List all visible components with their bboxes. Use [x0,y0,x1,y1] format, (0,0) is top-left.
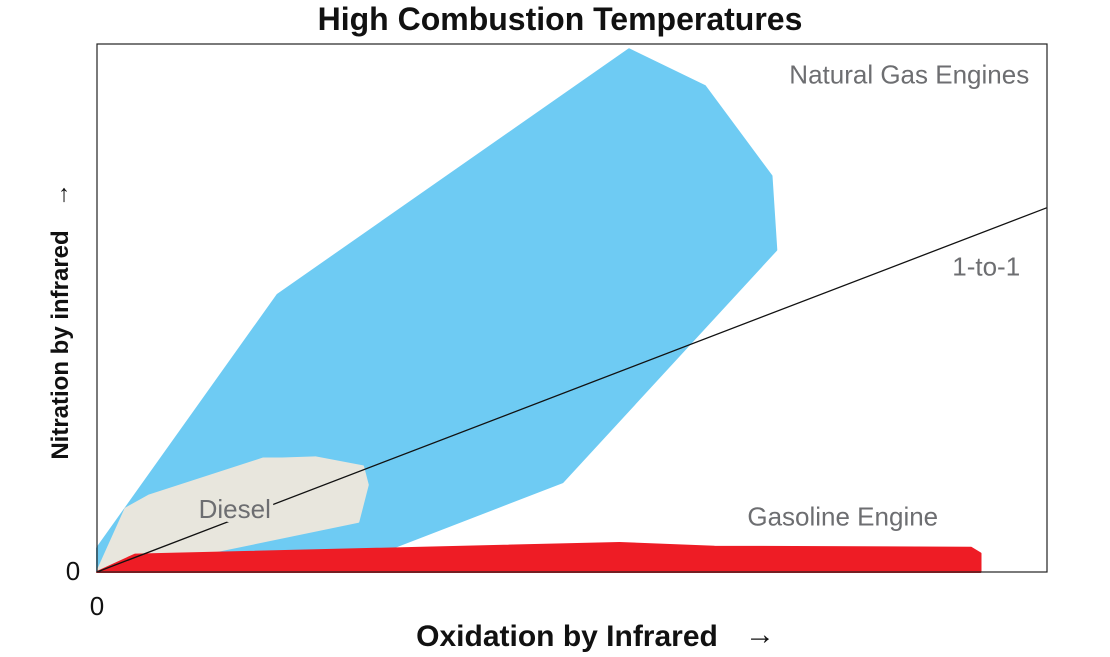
region-gasoline-engine [96,542,982,573]
region-label-halo-diesel: Diesel [199,494,271,524]
plot-frame [96,43,1048,573]
y-axis-arrow: → [47,183,74,207]
x-axis-title: Oxidation by Infrared → [416,618,775,653]
region-label-diesel: Diesel [199,494,271,524]
y-axis-label: Nitration by infrared [47,230,74,459]
x-axis-arrow: → [745,618,775,651]
x-tick-label: 0 [90,591,104,621]
region-label-gasoline-engine: Gasoline Engine [747,502,938,532]
region-label-1-to-1: 1-to-1 [952,251,1020,281]
chart-title: High Combustion Temperatures [318,1,803,37]
y-tick-label: 0 [66,556,80,586]
region-diesel [96,456,369,573]
x-axis-label: Oxidation by Infrared [416,620,718,653]
y-axis-title: Nitration by infrared → [47,183,74,460]
region-label-natural-gas-engines: Natural Gas Engines [789,60,1029,90]
data-regions [96,48,982,573]
data-lines [96,207,1048,573]
series-line-1-to-1 [96,207,1048,573]
